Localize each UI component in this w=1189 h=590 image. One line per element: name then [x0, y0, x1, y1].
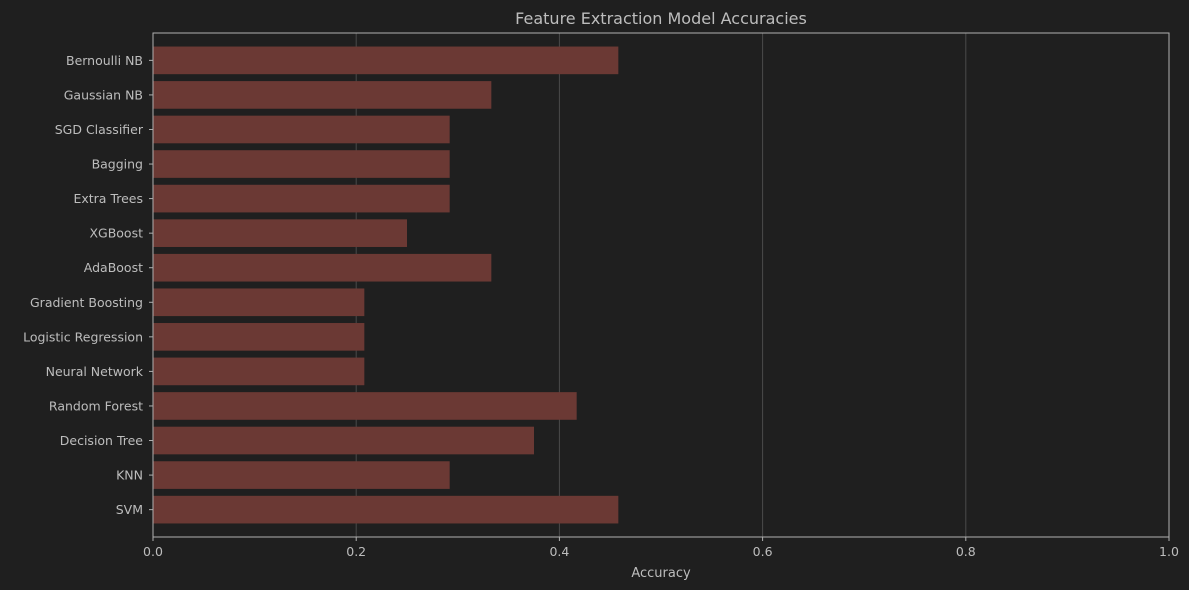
bar [153, 81, 492, 109]
bar [153, 426, 534, 455]
bar [153, 357, 365, 386]
plot-frame [152, 32, 1170, 538]
bar [153, 150, 450, 178]
bar [153, 219, 407, 247]
bar [153, 115, 450, 144]
y-axis-tick-labels: Bernoulli NB Gaussian NB SGD Classifier Bag… [23, 53, 153, 517]
x-tick-label: 1.0 [1159, 544, 1179, 559]
y-tick-label: Extra Trees [73, 191, 143, 206]
x-axis-tick-labels: 0.0 0.2 0.4 0.6 0.8 1.0 [143, 537, 1179, 559]
y-tick-label: SGD Classifier [55, 122, 144, 137]
y-tick-label: Bagging [92, 157, 143, 172]
y-tick-label: Logistic Regression [23, 329, 143, 344]
x-tick-label: 0.4 [549, 544, 569, 559]
x-tick-label: 0.8 [956, 544, 976, 559]
bar [153, 323, 365, 351]
x-tick-label: 0.2 [346, 544, 366, 559]
bar [153, 495, 619, 524]
y-tick-label: AdaBoost [84, 260, 143, 275]
chart-title: Feature Extraction Model Accuracies [515, 9, 807, 28]
bar [153, 253, 492, 282]
x-tick-label: 0.6 [753, 544, 773, 559]
bar [153, 288, 365, 317]
bar [153, 461, 450, 489]
bars-layer [153, 46, 619, 524]
y-tick-label: Random Forest [49, 398, 143, 413]
x-tick-label: 0.0 [143, 544, 163, 559]
y-tick-label: Neural Network [46, 364, 144, 379]
y-tick-label: Bernoulli NB [66, 53, 143, 68]
y-tick-label: SVM [116, 502, 143, 517]
y-tick-label: Decision Tree [60, 433, 144, 448]
bar [153, 184, 450, 213]
y-tick-label: Gradient Boosting [30, 295, 143, 310]
y-tick-label: Gaussian NB [64, 87, 143, 102]
y-tick-label: KNN [116, 468, 143, 483]
x-axis-label: Accuracy [631, 566, 691, 581]
bar [153, 392, 577, 420]
bar [153, 46, 619, 75]
y-tick-label: XGBoost [89, 226, 143, 241]
